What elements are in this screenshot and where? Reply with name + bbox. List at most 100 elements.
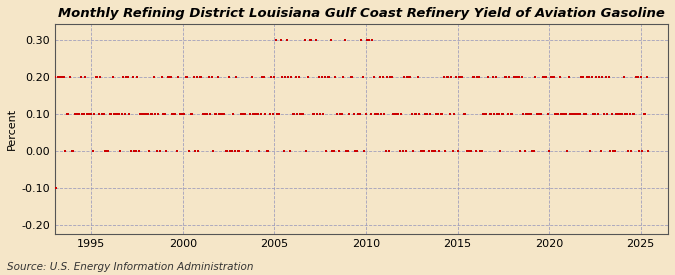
Point (396, 112, 406, 116)
Point (318, 112, 329, 116)
Point (536, 112, 547, 116)
Point (288, 112, 298, 116)
Point (516, 75, 527, 79)
Point (130, 149, 141, 153)
Point (277, 75, 288, 79)
Point (54, 75, 65, 79)
Point (377, 75, 388, 79)
Point (498, 112, 509, 116)
Point (301, 149, 312, 153)
Point (217, 112, 228, 116)
Point (113, 112, 124, 116)
Point (438, 75, 449, 79)
Point (66, 149, 77, 153)
Point (402, 75, 412, 79)
Point (455, 75, 466, 79)
Point (389, 112, 400, 116)
Point (359, 149, 370, 153)
Text: Source: U.S. Energy Information Administration: Source: U.S. Energy Information Administ… (7, 262, 253, 272)
Point (513, 75, 524, 79)
Point (238, 112, 249, 116)
Point (641, 75, 652, 79)
Point (373, 112, 383, 116)
Point (487, 75, 498, 79)
Point (232, 149, 243, 153)
Point (170, 112, 181, 116)
Point (86, 112, 97, 116)
Point (423, 149, 434, 153)
Point (437, 112, 448, 116)
Point (133, 149, 144, 153)
Point (634, 149, 645, 153)
Point (360, 112, 371, 116)
Point (290, 75, 301, 79)
Point (110, 112, 121, 116)
Point (208, 149, 219, 153)
Point (393, 112, 404, 116)
Point (75, 75, 86, 79)
Point (142, 112, 153, 116)
Point (82, 112, 92, 116)
Point (412, 75, 423, 79)
Point (629, 112, 640, 116)
Point (92, 75, 103, 79)
Point (500, 75, 510, 79)
Point (292, 112, 302, 116)
Point (578, 112, 589, 116)
Point (354, 112, 365, 116)
Point (524, 112, 535, 116)
Point (582, 75, 593, 79)
Point (564, 75, 574, 79)
Point (118, 75, 129, 79)
Point (156, 75, 167, 79)
Point (472, 75, 483, 79)
Point (554, 75, 565, 79)
Point (410, 112, 421, 116)
Point (127, 75, 138, 79)
Point (478, 112, 489, 116)
Point (628, 112, 639, 116)
Point (51, 186, 61, 190)
Point (352, 149, 362, 153)
Point (306, 38, 317, 43)
Point (324, 75, 335, 79)
Point (97, 112, 107, 116)
Point (60, 149, 71, 153)
Point (470, 149, 481, 153)
Point (521, 112, 532, 116)
Point (77, 112, 88, 116)
Point (553, 112, 564, 116)
Point (341, 149, 352, 153)
Point (286, 75, 296, 79)
Point (234, 149, 245, 153)
Point (375, 75, 385, 79)
Point (507, 112, 518, 116)
Point (484, 112, 495, 116)
Point (403, 75, 414, 79)
Point (71, 112, 82, 116)
Point (416, 149, 427, 153)
Point (145, 112, 156, 116)
Point (489, 112, 500, 116)
Point (269, 75, 280, 79)
Point (367, 38, 377, 43)
Point (502, 112, 513, 116)
Point (307, 112, 318, 116)
Point (63, 112, 74, 116)
Point (83, 112, 94, 116)
Point (289, 112, 300, 116)
Point (463, 149, 474, 153)
Point (640, 112, 651, 116)
Point (321, 149, 331, 153)
Point (514, 149, 525, 153)
Point (457, 75, 468, 79)
Point (94, 112, 105, 116)
Point (80, 75, 90, 79)
Point (504, 75, 515, 79)
Point (353, 112, 364, 116)
Point (347, 75, 358, 79)
Point (637, 149, 647, 153)
Point (429, 149, 440, 153)
Point (279, 75, 290, 79)
Point (594, 75, 605, 79)
